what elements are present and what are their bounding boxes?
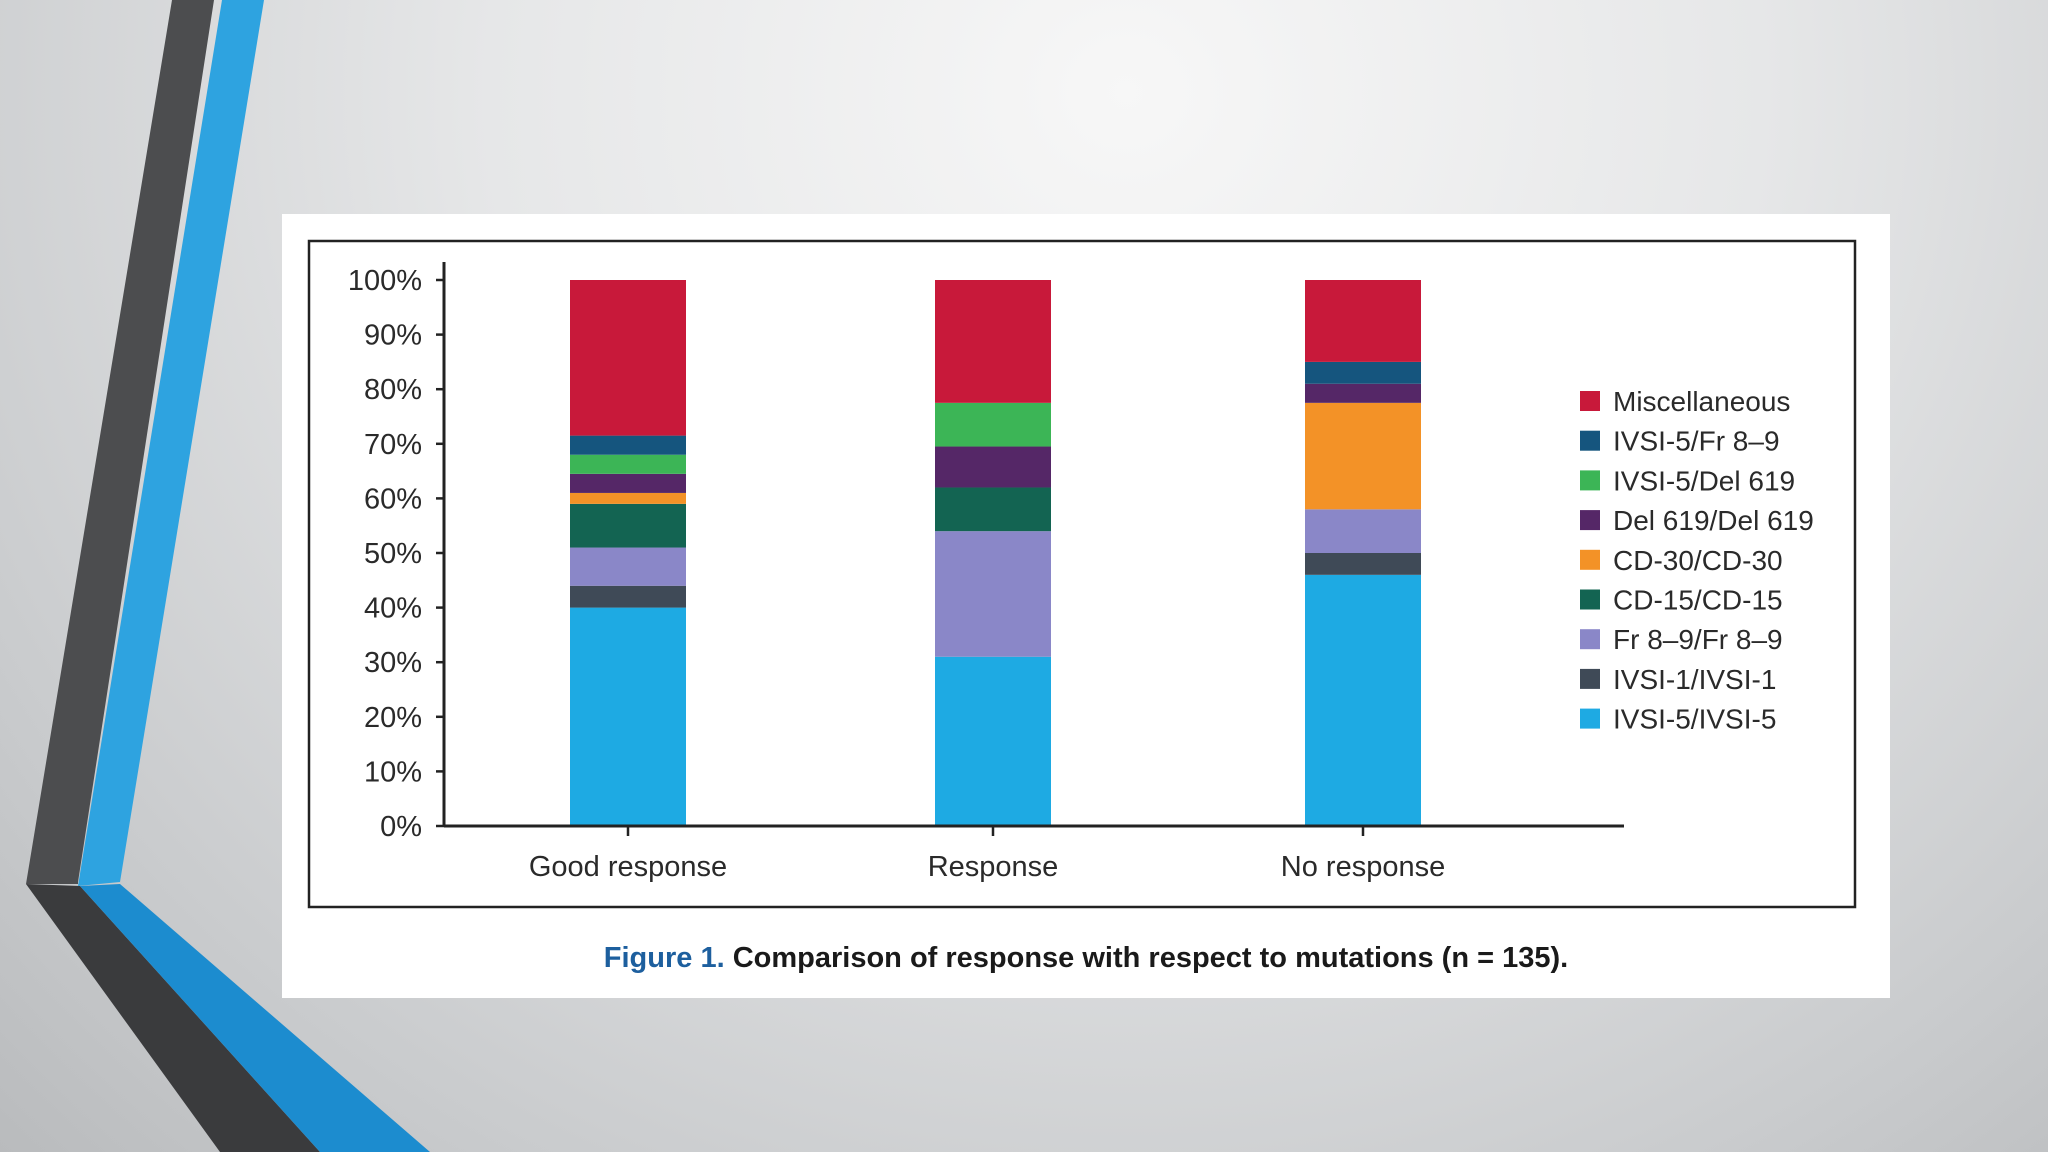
bar-segment-response-ivsi-5-del-619 (935, 402, 1051, 447)
legend: Miscellaneous IVSI-5/Fr 8–9 IVSI-5/Del 619… (1580, 386, 1814, 735)
decor-blue-stripe (78, 0, 264, 886)
bar-segment-no-response-ivsi-5-fr-8-9 (1305, 361, 1421, 384)
legend-label: IVSI-1/IVSI-1 (1613, 664, 1776, 695)
y-tick-label: 40% (364, 593, 422, 625)
bar-segment-no-response-ivsi-1-ivsi-1 (1305, 553, 1421, 575)
x-axis: Good response Response No response (444, 824, 1624, 883)
caption-text: Comparison of response with respect to m… (724, 942, 1569, 974)
bar-segment-good-response-ivsi-1-ivsi-1 (570, 585, 686, 608)
bar-segment-no-response-cd-30-cd-30 (1305, 402, 1421, 510)
legend-label: CD-30/CD-30 (1613, 545, 1783, 576)
y-tick-label: 100% (348, 265, 422, 297)
bar-segment-response-fr-8-9-fr-8-9 (935, 531, 1051, 657)
y-tick-label: 80% (364, 374, 422, 406)
legend-swatch-cd-15-cd-15 (1580, 589, 1600, 610)
x-category-label: Good response (529, 851, 727, 883)
legend-label: Del 619/Del 619 (1613, 505, 1814, 536)
legend-swatch-ivsi-5-del-619 (1580, 470, 1600, 491)
y-tick-label: 10% (364, 756, 422, 788)
legend-label: Miscellaneous (1613, 386, 1790, 417)
y-tick-label: 50% (364, 538, 422, 570)
legend-label: IVSI-5/Del 619 (1613, 465, 1795, 496)
bar-segment-good-response-ivsi-5-fr-8-9 (570, 435, 686, 455)
y-tick-label: 70% (364, 429, 422, 461)
decor-dark-wedge (26, 884, 320, 1152)
y-tick-label: 0% (380, 811, 422, 843)
bar-segment-good-response-fr-8-9-fr-8-9 (570, 547, 686, 586)
bar-segment-no-response-ivsi-5-ivsi-5 (1305, 574, 1421, 826)
y-tick-label: 20% (364, 702, 422, 734)
legend-swatch-miscellaneous (1580, 391, 1600, 411)
figure-caption: Figure 1. Comparison of response with re… (282, 942, 1890, 975)
decor-dark-stripe (26, 0, 214, 884)
x-category-label: Response (928, 851, 1059, 883)
legend-label: CD-15/CD-15 (1613, 585, 1783, 616)
bar-segment-response-ivsi-5-ivsi-5 (935, 656, 1051, 826)
bar-segment-response-del-619-del-619 (935, 446, 1051, 488)
legend-swatch-ivsi-5-ivsi-5 (1580, 708, 1600, 729)
y-tick-label: 30% (364, 647, 422, 679)
x-category-label: No response (1281, 851, 1445, 883)
bar-segment-good-response-del-619-del-619 (570, 473, 686, 493)
legend-swatch-cd-30-cd-30 (1580, 549, 1600, 570)
figure-panel: 0% 10% 20% 30% 40% 50% 60% 70% 80% 90% 100% Good r… (282, 214, 1890, 998)
legend-label: IVSI-5/IVSI-5 (1613, 704, 1776, 735)
bar-segment-no-response-fr-8-9-fr-8-9 (1305, 509, 1421, 553)
legend-swatch-ivsi-1-ivsi-1 (1580, 668, 1600, 689)
y-tick-label: 90% (364, 320, 422, 352)
bar-segment-response-cd-15-cd-15 (935, 487, 1051, 532)
bar-segment-good-response-cd-15-cd-15 (570, 503, 686, 548)
bars-layer (570, 280, 1421, 826)
bar-segment-no-response-miscellaneous (1305, 280, 1421, 362)
legend-swatch-ivsi-5-fr-8-9 (1580, 430, 1600, 451)
bar-segment-no-response-del-619-del-619 (1305, 383, 1421, 403)
legend-label: IVSI-5/Fr 8–9 (1613, 426, 1780, 457)
bar-segment-good-response-ivsi-5-ivsi-5 (570, 607, 686, 826)
legend-label: Fr 8–9/Fr 8–9 (1613, 624, 1783, 655)
legend-swatch-del-619-del-619 (1580, 510, 1600, 531)
chart-frame (307, 239, 1857, 909)
caption-prefix: Figure 1. (603, 942, 725, 974)
y-tick-label: 60% (364, 483, 422, 515)
bar-segment-good-response-miscellaneous (570, 280, 686, 436)
bar-segment-response-miscellaneous (935, 280, 1051, 403)
decor-blue-wedge (80, 884, 430, 1152)
bar-segment-good-response-cd-30-cd-30 (570, 492, 686, 504)
bar-segment-good-response-ivsi-5-del-619 (570, 454, 686, 474)
legend-swatch-fr-8-9-fr-8-9 (1580, 629, 1600, 650)
y-axis: 0% 10% 20% 30% 40% 50% 60% 70% 80% 90% 100% (348, 262, 446, 843)
stacked-bar-chart: 0% 10% 20% 30% 40% 50% 60% 70% 80% 90% 100% Good r… (307, 239, 1857, 909)
